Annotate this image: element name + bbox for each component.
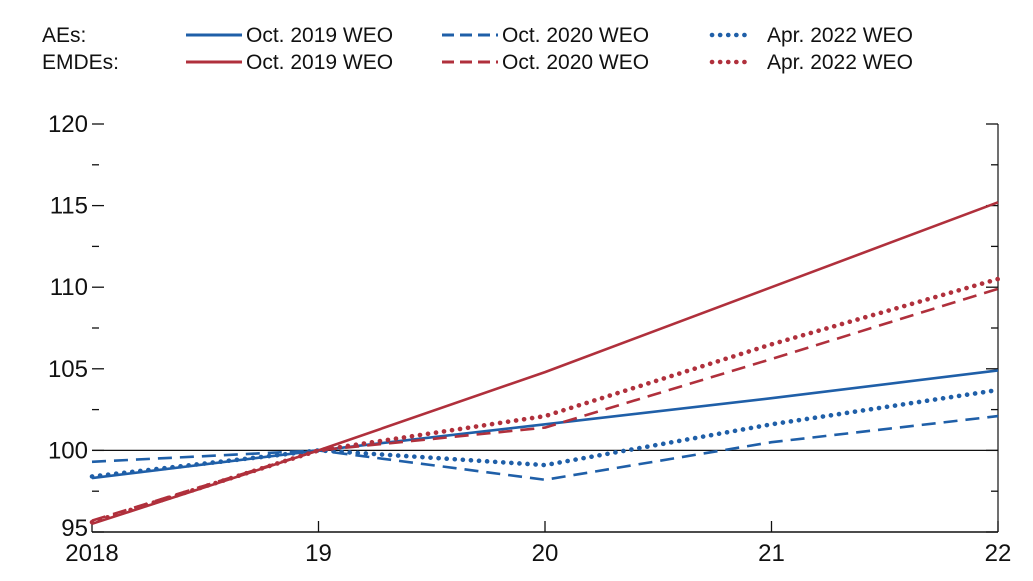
y-tick-label: 115 [50,193,88,220]
x-tick-label: 21 [758,540,785,567]
legend-group-label: EMDEs: [42,51,119,74]
legend-entry-label: Oct. 2019 WEO [246,24,393,47]
y-tick-label: 105 [48,356,88,383]
legend: AEs: Oct. 2019 WEO Oct. 2020 WEO Apr. 2022 … [42,24,913,74]
x-tick-label: 2018 [65,540,118,567]
legend-entry-label: Oct. 2019 WEO [246,51,393,74]
y-tick-label: 100 [48,437,88,464]
x-tick-label: 20 [532,540,559,567]
legend-entry-label: Oct. 2020 WEO [502,51,649,74]
x-tick-label: 19 [305,540,332,567]
legend-entry-label: Apr. 2022 WEO [767,24,913,47]
legend-entry-label: Oct. 2020 WEO [502,24,649,47]
y-tick-label: 95 [61,515,88,542]
series-layer [89,201,1001,526]
series-line-aes-apr-2022-weo [89,387,1001,479]
series-line-emdes-oct-2019-weo [91,201,999,526]
series-line-emdes-oct-2020-weo [91,287,999,522]
series-line-aes-oct-2020-weo [91,414,999,482]
y-tick-label: 120 [48,111,88,138]
legend-group-label: AEs: [42,24,86,47]
legend-entry-label: Apr. 2022 WEO [767,51,913,74]
series-line-emdes-apr-2022-weo [89,276,1001,525]
y-tick-label: 110 [50,274,88,301]
axes: 95 100 105 110 115 120 2018 19 20 21 22 [48,111,1011,567]
x-tick-label: 22 [985,540,1012,567]
